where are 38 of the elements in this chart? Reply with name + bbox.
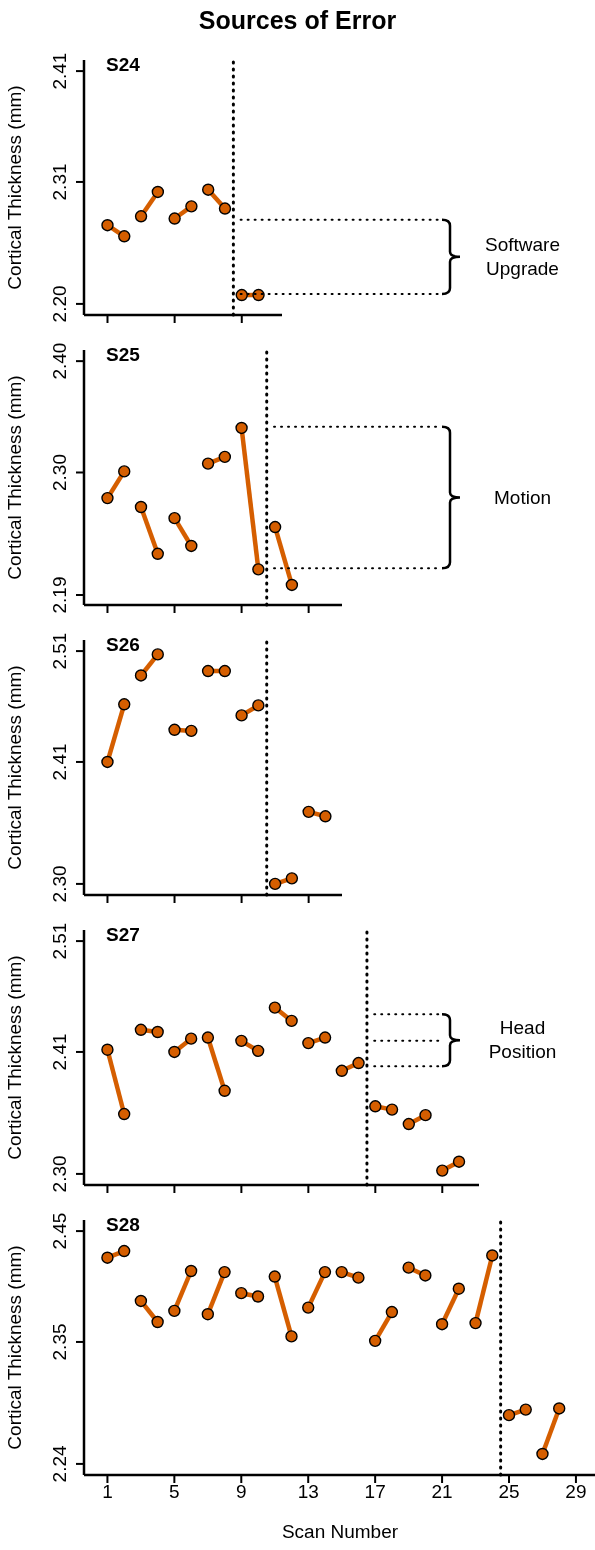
y-tick-label: 2.35 [49,1323,70,1361]
y-tick-label: 2.41 [49,743,70,781]
chart-subtitle: S27 [106,924,140,946]
x-tick-label: 1 [102,1481,113,1503]
y-tick-label: 2.31 [49,163,70,201]
text: Software Upgrade [484,232,561,281]
chart-subtitle: S28 [106,1214,140,1236]
x-tick-label: 9 [236,1481,247,1503]
text: Motion [493,485,552,510]
y-tick-label: 2.24 [49,1445,70,1483]
y-tick-label: 2.19 [49,576,70,614]
y-axis-title: Cortical Thickness (mm) [3,375,25,580]
y-tick-label: 2.20 [49,285,70,323]
y-axis-title: Cortical Thickness (mm) [3,665,25,870]
y-tick-label: 2.45 [49,1212,70,1250]
x-tick-label: 29 [565,1481,587,1503]
x-tick-label: 21 [431,1481,453,1503]
x-tick-label: 25 [498,1481,520,1503]
y-tick-label: 2.30 [49,454,70,491]
x-tick-label: 13 [297,1481,319,1503]
y-tick-label: 2.41 [49,52,70,90]
chart-subtitle: S25 [106,344,140,366]
x-tick-label: 17 [364,1481,386,1503]
y-tick-label: 2.51 [49,632,70,670]
x-axis-title: Scan Number [281,1521,399,1542]
y-tick-label: 2.30 [49,865,70,903]
chart-subtitle: S24 [106,54,140,76]
y-tick-label: 2.41 [49,1033,70,1071]
y-axis-title: Cortical Thickness (mm) [3,955,25,1160]
y-tick-label: 2.40 [49,342,70,380]
chart-subtitle: S26 [106,634,140,656]
y-tick-label: 2.51 [49,922,70,960]
text: Head Position [487,1016,558,1065]
y-axis-title: Cortical Thickness (mm) [3,85,25,290]
y-tick-label: 2.30 [49,1155,70,1193]
chart-title: Sources of Error [197,5,398,36]
y-axis-title: Cortical Thickness (mm) [3,1245,25,1450]
x-tick-label: 5 [169,1481,180,1503]
